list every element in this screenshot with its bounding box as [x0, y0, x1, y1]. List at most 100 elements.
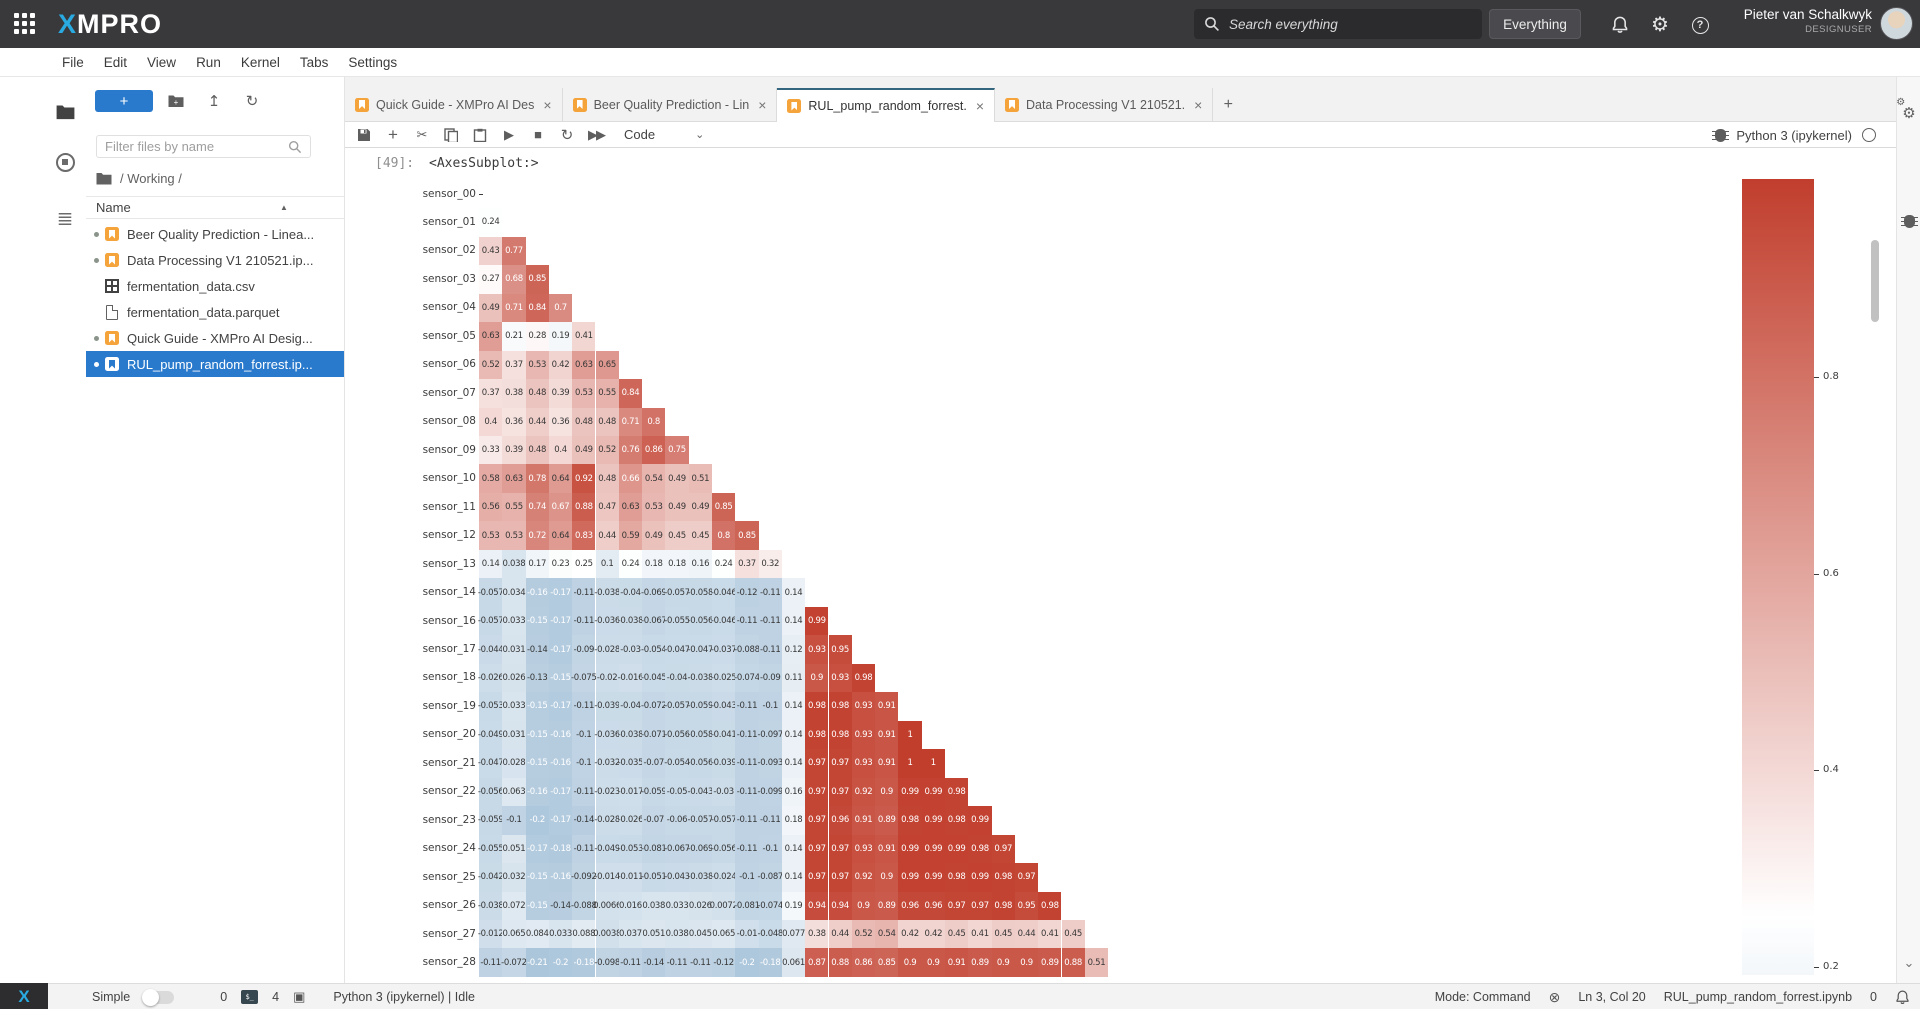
- running-sessions-tab-icon[interactable]: [52, 149, 78, 175]
- menu-run[interactable]: Run: [196, 54, 221, 70]
- heatmap-cell: 0.39: [502, 435, 526, 465]
- new-folder-icon[interactable]: +: [161, 90, 191, 112]
- tab-rul-pump-random-forrest[interactable]: RUL_pump_random_forrest. ×: [777, 88, 996, 122]
- heatmap-row-label: sensor_18: [422, 671, 476, 684]
- heatmap-cell: -0.054: [664, 749, 690, 778]
- user-avatar[interactable]: [1880, 7, 1913, 40]
- svg-text:+: +: [174, 98, 179, 107]
- simple-mode-toggle[interactable]: [142, 988, 175, 1006]
- close-icon[interactable]: ×: [975, 98, 985, 114]
- run-cell-icon[interactable]: ▶: [504, 126, 514, 142]
- run-all-cells-icon[interactable]: ▶▶: [588, 126, 606, 142]
- notifications-bell-icon[interactable]: [1608, 13, 1632, 37]
- kernels-count[interactable]: 4: [272, 990, 280, 1004]
- refresh-icon[interactable]: ↻: [245, 93, 259, 110]
- menu-edit[interactable]: Edit: [103, 54, 128, 70]
- file-row[interactable]: Data Processing V1 210521.ip...: [86, 247, 344, 273]
- save-icon[interactable]: [351, 124, 377, 146]
- tab-data-processing-v1-210521[interactable]: Data Processing V1 210521. ×: [995, 88, 1214, 121]
- stop-kernel-icon[interactable]: ■: [534, 127, 542, 142]
- colorbar-tick-label: 0.8: [1823, 371, 1839, 382]
- menu-kernel[interactable]: Kernel: [240, 54, 280, 70]
- file-row[interactable]: RUL_pump_random_forrest.ip...: [86, 351, 344, 377]
- terminals-count[interactable]: 0: [220, 990, 228, 1004]
- heatmap-cell: 0.96: [898, 891, 922, 920]
- help-icon[interactable]: ?: [1688, 13, 1712, 37]
- restart-kernel-icon[interactable]: ↻: [560, 126, 574, 144]
- xmpro-x-logo[interactable]: X: [0, 983, 48, 1009]
- editor-mode-indicator[interactable]: Mode: Command: [1434, 990, 1531, 1004]
- insert-cell-icon[interactable]: +: [388, 124, 398, 144]
- menu-view[interactable]: View: [147, 54, 177, 70]
- close-icon[interactable]: ×: [543, 96, 552, 113]
- close-icon[interactable]: ×: [758, 96, 767, 113]
- cell-type-dropdown[interactable]: Code: [624, 127, 656, 142]
- app-launcher-grid-icon[interactable]: [14, 13, 36, 35]
- heatmap-cell: 0.088: [572, 919, 596, 949]
- statusbar-filename[interactable]: RUL_pump_random_forrest.ipynb: [1663, 990, 1853, 1004]
- file-browser-tab-icon[interactable]: [52, 99, 78, 125]
- cut-cells-icon[interactable]: ✂: [416, 126, 428, 142]
- debugger-bug-icon[interactable]: [1712, 128, 1730, 142]
- heatmap-cell: -0.057: [664, 578, 690, 607]
- heatmap-cell: 0.18: [781, 806, 806, 835]
- table-of-contents-tab-icon[interactable]: ≣: [56, 207, 74, 230]
- heatmap-cell: -0.043: [711, 692, 737, 721]
- heatmap-cell: 0.0038: [593, 919, 621, 949]
- heatmap-cell: -0.024: [711, 863, 737, 892]
- cursor-position-indicator[interactable]: Ln 3, Col 20: [1578, 990, 1646, 1004]
- heatmap-cell: -0.038: [594, 578, 620, 607]
- kernel-status-text[interactable]: Python 3 (ipykernel) | Idle: [333, 990, 475, 1004]
- statusbar-bell-icon[interactable]: [1895, 990, 1910, 1005]
- new-launcher-button[interactable]: +: [95, 90, 153, 112]
- new-tab-button[interactable]: +: [1223, 95, 1234, 113]
- heatmap-cell: -0.1: [758, 692, 782, 721]
- tab-beer-quality-prediction-lin[interactable]: Beer Quality Prediction - Lin ×: [562, 88, 778, 121]
- paste-cells-icon[interactable]: [467, 124, 493, 146]
- heatmap-cell: 0.92: [851, 777, 876, 807]
- heatmap-cell: 0.43: [479, 236, 503, 266]
- file-filter-input[interactable]: [105, 139, 288, 154]
- close-icon[interactable]: ×: [1194, 96, 1203, 113]
- menu-file[interactable]: File: [62, 54, 84, 70]
- file-filter[interactable]: [96, 135, 311, 158]
- kernel-name-button[interactable]: Python 3 (ipykernel): [1736, 127, 1852, 143]
- menu-tabs[interactable]: Tabs: [299, 54, 329, 70]
- heatmap-cell: -0.046: [711, 578, 737, 607]
- heatmap-cell: -0.16: [548, 720, 573, 750]
- heatmap-cell: -0.067: [664, 834, 690, 864]
- file-row[interactable]: fermentation_data.parquet: [86, 299, 344, 325]
- search-input[interactable]: [1229, 16, 1472, 32]
- settings-gear-icon[interactable]: ⚙: [1651, 14, 1669, 36]
- heatmap-cell: 0.77: [502, 236, 526, 266]
- breadcrumb[interactable]: / Working /: [96, 169, 182, 187]
- copy-cells-icon[interactable]: [438, 124, 464, 146]
- kernel-status-circle-icon[interactable]: [1862, 128, 1876, 142]
- search-scope-button[interactable]: Everything: [1489, 9, 1581, 39]
- file-row[interactable]: Quick Guide - XMPro AI Desig...: [86, 325, 344, 351]
- upload-icon[interactable]: ↥: [207, 93, 221, 110]
- scroll-down-chevron-icon[interactable]: ⌄: [1903, 955, 1915, 970]
- terminal-icon[interactable]: $_: [241, 990, 259, 1004]
- heatmap-cell: -0.081: [641, 834, 667, 864]
- file-list-name-header[interactable]: Name ▲: [86, 196, 344, 219]
- heatmap-cell: 0.84: [525, 293, 549, 323]
- notebook-scrollbar-thumb[interactable]: [1871, 240, 1879, 322]
- heatmap-row-label: sensor_19: [422, 699, 476, 712]
- property-inspector-tab-icon[interactable]: ⚙: [1896, 97, 1919, 123]
- chevron-down-icon[interactable]: ⌄: [695, 129, 705, 141]
- debugger-tab-icon[interactable]: [1899, 211, 1919, 231]
- menu-settings[interactable]: Settings: [348, 54, 398, 70]
- user-menu[interactable]: Pieter van Schalkwyk DESIGNUSER: [1712, 7, 1872, 35]
- file-row[interactable]: fermentation_data.csv: [86, 273, 344, 299]
- tab-quick-guide-xmpro-ai-des[interactable]: Quick Guide - XMPro AI Des ×: [345, 88, 563, 121]
- file-row[interactable]: Beer Quality Prediction - Linea...: [86, 221, 344, 247]
- heatmap-cell: 0.89: [875, 806, 899, 835]
- file-browser-toolbar: + + ↥ ↻: [86, 88, 344, 114]
- heatmap-cell: 0.99: [898, 863, 922, 892]
- heatmap-cell: 0.63: [502, 464, 526, 493]
- global-search[interactable]: [1194, 9, 1482, 39]
- kernel-sessions-icon[interactable]: ▣: [293, 989, 306, 1004]
- trust-shield-icon[interactable]: ⊗: [1548, 988, 1561, 1005]
- heatmap-cell: 0.026: [688, 891, 712, 920]
